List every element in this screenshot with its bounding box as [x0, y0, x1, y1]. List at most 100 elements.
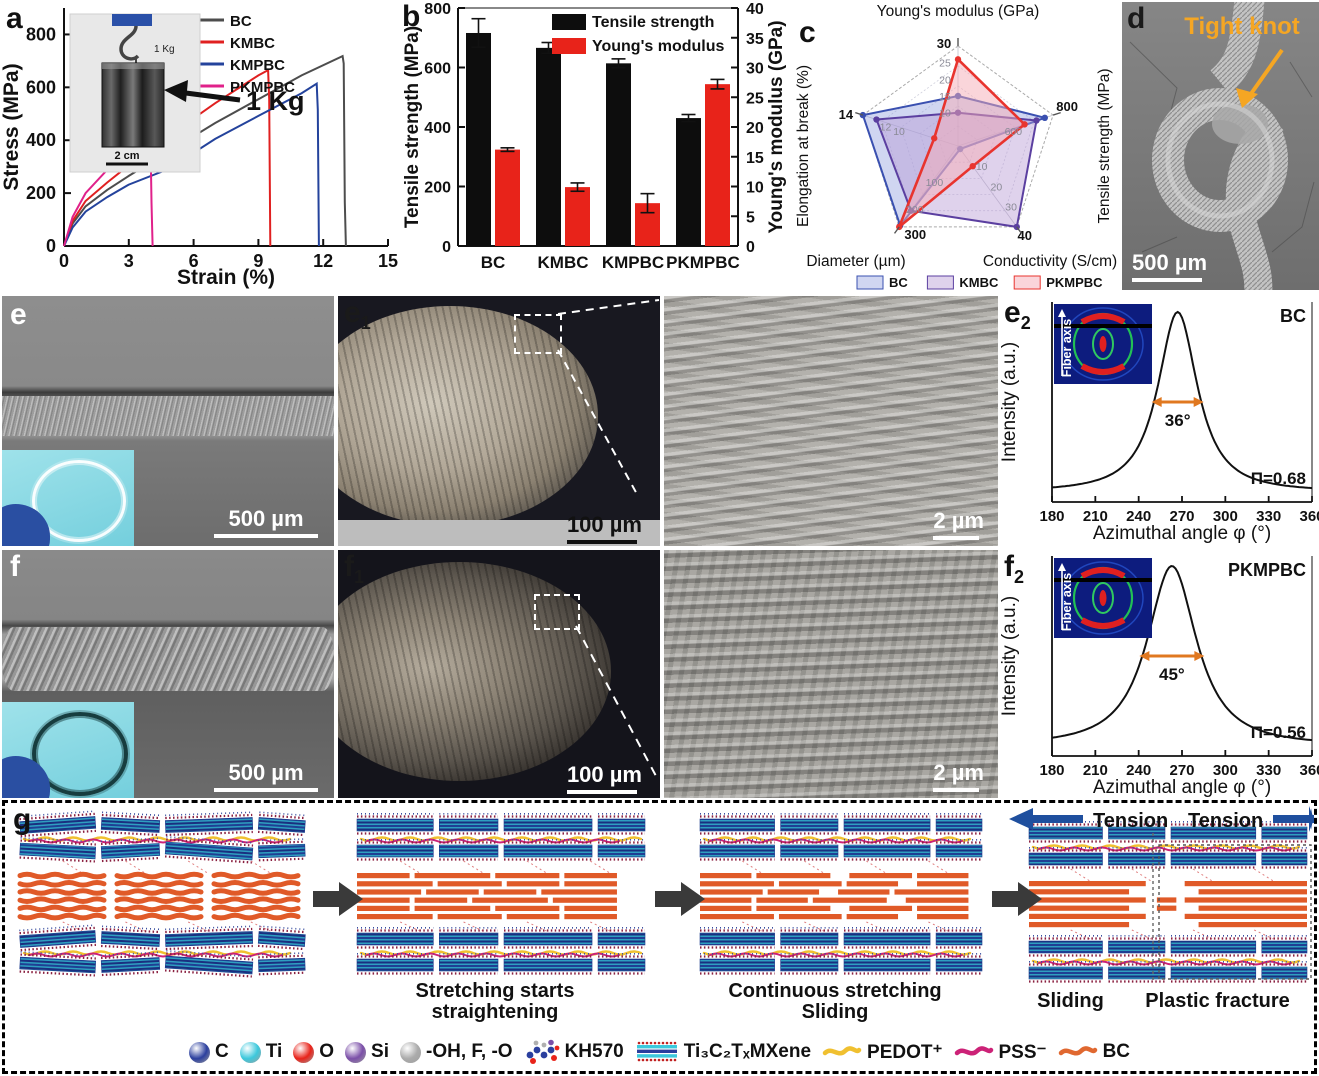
- x-tick: 3: [124, 251, 134, 271]
- scalebar-text: 500 µm: [228, 505, 304, 531]
- orientation-factor-label: Π=0.56: [1251, 723, 1306, 742]
- radar-tick: 30: [937, 36, 951, 51]
- radar-axis-label: Conductivity (S/cm): [983, 253, 1117, 270]
- x-tick: 360: [1299, 762, 1319, 779]
- mxene-sheet: [780, 838, 839, 861]
- mxene-sheet: [1108, 961, 1166, 983]
- polymer-chain: [211, 904, 301, 913]
- left-tick: 200: [424, 180, 451, 197]
- bc-ribbon: [756, 873, 831, 879]
- mxene-sheet: [843, 813, 931, 835]
- polymer-chain: [1038, 846, 1292, 852]
- bc-ribbon: [426, 889, 479, 895]
- x-tick: 300: [1213, 508, 1238, 525]
- stage4-sliding-caption: Sliding: [1037, 990, 1104, 1012]
- x-axis-label: Azimuthal angle φ (°): [1093, 523, 1271, 544]
- orientation-factor-label: Π=0.68: [1251, 469, 1306, 488]
- bc-ribbon: [838, 889, 890, 895]
- panel-e1: e1 100 µm: [338, 296, 660, 546]
- stress-strain-chart: 0 3 6 9 12 15 0 200 400 600 800 Strain (%) Stress (M…: [0, 8, 398, 289]
- magnified-region-box: [534, 594, 580, 630]
- polymer-chain: [211, 912, 301, 921]
- radar-tick: 40: [1018, 228, 1032, 243]
- g-legend-label: PSS⁻: [998, 1041, 1047, 1063]
- magnified-region-box: [514, 314, 562, 354]
- mxene-sheet: [699, 953, 775, 975]
- bc-ribbon: [1198, 905, 1307, 911]
- bc-ribbon: [483, 889, 537, 895]
- x-axis-label: Strain (%): [177, 266, 275, 289]
- radar-tick: 25: [939, 58, 951, 70]
- polymer-chain: [211, 888, 301, 896]
- x-tick: 270: [1169, 762, 1194, 779]
- molecule-legend: C Ti O Si -OH, F, -O KH570 Ti₃C₂TₓMXene PEDOT⁺ P…: [5, 1035, 1314, 1069]
- radar-tick: 10: [893, 126, 905, 138]
- bc-ribbon: [700, 881, 774, 887]
- mxene-sheet: [439, 953, 499, 975]
- stage-arrow-icon: [313, 882, 363, 916]
- bc-ribbon: [506, 914, 560, 920]
- knot-sem-image: Tight knot: [1122, 2, 1319, 290]
- arrow-icon: [1236, 88, 1258, 108]
- bc-ribbon: [917, 914, 969, 920]
- bc-ribbon: [849, 905, 913, 911]
- legend-PKMPBC: PKMPBC: [230, 79, 295, 96]
- weight-cylinder: [101, 62, 165, 148]
- mxene-sheet: [165, 925, 254, 951]
- tension-arrow-left-icon: [1009, 808, 1033, 830]
- y-tick: 800: [26, 24, 56, 44]
- g-legend-label: KH570: [564, 1041, 624, 1062]
- mxene-sheet: [1108, 846, 1166, 869]
- polymer-chain: [17, 888, 107, 896]
- mxene-icon: [635, 1040, 679, 1064]
- bc-ribbon: [756, 905, 831, 911]
- mxene-sheet: [1261, 846, 1308, 869]
- wave-icon: [954, 1044, 994, 1060]
- x-tick: 210: [1083, 508, 1108, 525]
- right-tick: 15: [746, 150, 764, 167]
- fracture-zone-box: [1158, 844, 1312, 980]
- y-tick: 0: [46, 236, 56, 256]
- bc-ribbon: [778, 914, 842, 920]
- right-tick: 5: [746, 209, 755, 226]
- g-legend-item-7: PEDOT⁺: [822, 1041, 943, 1064]
- mxene-sheet: [699, 838, 775, 861]
- legend-KMBC: KMBC: [230, 35, 275, 52]
- y-axis-label: Intensity (a.u.): [1000, 596, 1020, 716]
- mxene-sheet: [258, 952, 306, 976]
- mxene-sheet: [1028, 935, 1103, 957]
- mxene-sheet: [843, 838, 931, 861]
- x-tick: 360: [1299, 508, 1319, 525]
- panel-f1: f1 100 µm: [338, 550, 660, 798]
- bar-tensile-KMBC: [536, 47, 561, 246]
- panel-f2: 180 210 240 270 300 330 360 Azimuthal angle φ (…: [1000, 550, 1319, 798]
- mxene-sheet: [597, 927, 646, 949]
- x-tick: 210: [1083, 762, 1108, 779]
- radar-axis-label: Young's modulus (GPa): [877, 3, 1040, 20]
- bar-modulus-PKMPBC: [705, 84, 730, 246]
- mxene-sheet: [1170, 935, 1257, 957]
- panel-e2: 180 210 240 270 300 330 360 Azimuthal angle φ (…: [1000, 296, 1319, 546]
- radar-tick: 800: [1056, 99, 1078, 114]
- legend-BC: BC: [230, 13, 252, 30]
- sphere-icon: [293, 1041, 315, 1063]
- panel-e1-label: e1: [344, 296, 371, 333]
- mxene-sheet: [100, 837, 161, 863]
- x-tick: 330: [1256, 762, 1281, 779]
- legend-tensile: Tensile strength: [592, 14, 714, 31]
- polymer-chain: [1038, 960, 1292, 966]
- mxene-sheet: [165, 811, 254, 837]
- mxene-sheet: [19, 837, 97, 863]
- mxene-sheet: [164, 949, 254, 978]
- panel-e2-label: e2: [1004, 296, 1031, 333]
- mxene-sheet: [1261, 935, 1308, 957]
- scalebar-line: [933, 536, 980, 540]
- bc-ribbon: [1184, 881, 1307, 887]
- bc-ribbon: [1029, 889, 1130, 895]
- sphere-icon: [188, 1041, 210, 1063]
- scalebar-line: [1132, 278, 1202, 282]
- g-legend-label: Ti: [265, 1041, 283, 1062]
- legend-modulus: Young's modulus: [592, 38, 724, 55]
- mxene-sheet: [19, 924, 97, 952]
- fwhm-label: 36°: [1165, 411, 1191, 430]
